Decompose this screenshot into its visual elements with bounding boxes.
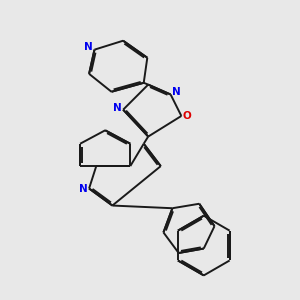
Text: N: N (83, 42, 92, 52)
Text: N: N (172, 87, 180, 97)
Text: N: N (113, 103, 122, 113)
Text: N: N (79, 184, 88, 194)
Text: O: O (183, 111, 192, 121)
